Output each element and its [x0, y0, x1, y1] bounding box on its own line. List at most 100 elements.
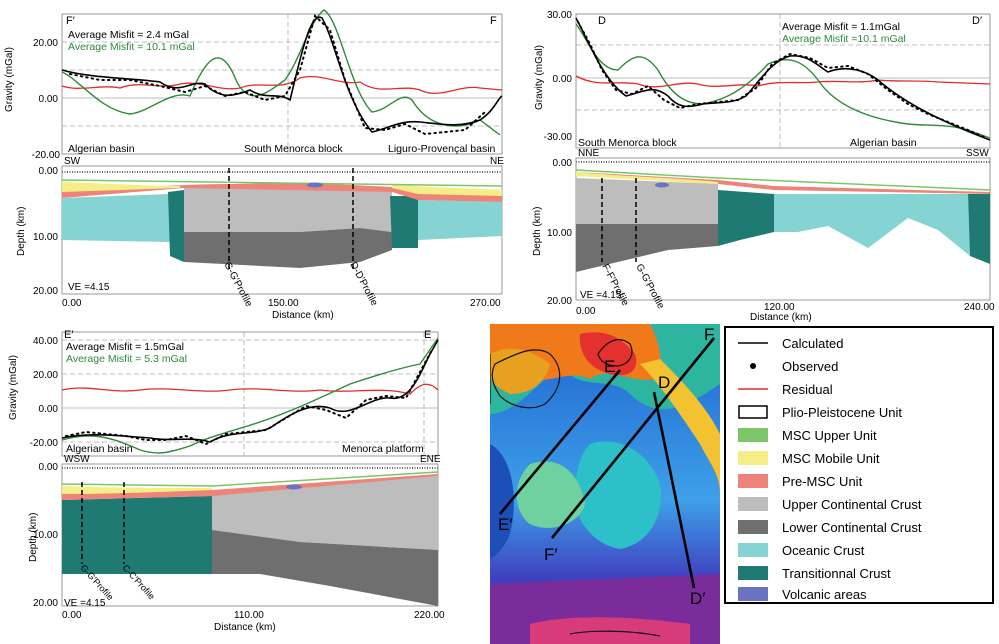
upper-continental-crust	[184, 188, 392, 232]
depth-tick: 20.00	[33, 286, 58, 297]
pre-msc-swatch	[738, 474, 768, 488]
legend-item: Transitionnal Crust	[726, 562, 992, 584]
misfit-green: Average Misfit = 10.1 mGal	[68, 41, 195, 53]
crossing-profile-label: D-D′Profile	[347, 260, 379, 308]
legend-item: Oceanic Crust	[726, 539, 992, 561]
msc-upper-unit	[61, 179, 503, 187]
distance-tick: 120.00	[764, 302, 795, 313]
gravity-plot-frame	[61, 331, 439, 457]
legend-item: Observed	[726, 355, 992, 377]
transitional-crust-left	[168, 190, 184, 262]
upper-continental-swatch	[738, 497, 768, 511]
legend-label: Oceanic Crust	[782, 542, 865, 558]
lower-continental-swatch	[738, 520, 768, 534]
legend-label: Residual	[782, 381, 833, 397]
distance-tick: 0.00	[62, 298, 82, 309]
region-label: Menorca platform	[342, 443, 424, 455]
gravity-tick: 20.00	[33, 38, 58, 49]
legend-item: MSC Upper Unit	[726, 424, 992, 446]
legend-item: Lower Continental Crust	[726, 516, 992, 538]
misfit-green: Average Misfit =10.1 mGal	[782, 33, 906, 45]
msc-upper-unit	[575, 169, 991, 191]
depth-tick: 0.00	[553, 158, 573, 169]
residual-line-symbol	[738, 388, 768, 390]
upper-continental-crust	[212, 476, 438, 550]
observed-points	[577, 21, 987, 139]
plio-pleistocene-swatch	[738, 405, 768, 419]
map-label-d: D	[658, 373, 670, 392]
transitional-crust-swatch	[738, 566, 768, 580]
depth-axis-label: Depth (km)	[28, 513, 39, 562]
gravity-plot-frame	[575, 13, 991, 149]
observed-points	[65, 349, 433, 446]
calculated-curve	[575, 17, 991, 141]
distance-tick: 110.00	[234, 610, 264, 621]
legend-label: Volcanic areas	[782, 586, 867, 602]
depth-tick: 20.00	[33, 598, 58, 609]
misfit-calculated: Average Misfit = 1.5mGal	[66, 341, 184, 353]
map-label-e-prime: E′	[498, 515, 513, 534]
region-label: South Menorca block	[578, 137, 677, 149]
distance-axis-label: Distance (km)	[272, 310, 334, 321]
distance-tick: 150.00	[268, 298, 299, 309]
direction-left: WSW	[64, 454, 90, 465]
depth-tick: 10.00	[33, 232, 58, 243]
vertical-exaggeration: VE =4.15	[64, 598, 106, 609]
pre-msc-unit	[576, 172, 990, 194]
oceanic-crust-left	[62, 194, 170, 242]
gravity-tick: 20.00	[33, 370, 58, 381]
profile-end-right: E	[424, 329, 431, 341]
transitional-crust	[718, 190, 774, 246]
transitional-crust	[62, 496, 212, 574]
calculated-line-symbol	[738, 342, 768, 344]
legend-item: Upper Continental Crust	[726, 493, 992, 515]
green-curve	[61, 337, 439, 454]
profile-end-left: E′	[64, 329, 73, 341]
gravity-tick: 0.00	[39, 404, 59, 415]
legend-item: MSC Mobile Unit	[726, 447, 992, 469]
profile-line-f	[550, 337, 716, 539]
lower-continental-crust	[212, 530, 438, 606]
residual-curve	[61, 383, 439, 395]
profile-end-left: F′	[66, 15, 75, 27]
msc-mobile-unit	[576, 172, 718, 184]
oceanic-crust	[774, 194, 970, 256]
legend-label: Transitionnal Crust	[782, 565, 891, 581]
green-curve	[61, 9, 501, 136]
depth-axis-label: Depth (km)	[532, 207, 543, 256]
profile-e-panel: E′ E Average Misfit = 1.5mGal Average Mi…	[8, 329, 445, 633]
map-label-f: F	[704, 325, 714, 344]
profile-f-panel: F′ F Average Misfit = 2.4 mGal Average M…	[4, 9, 504, 321]
vertical-exaggeration: VE =4.15	[68, 282, 110, 293]
oceanic-crust-swatch	[738, 543, 768, 557]
distance-tick: 220.00	[414, 610, 445, 621]
profile-end-left: D	[598, 15, 606, 27]
calculated-curve	[61, 16, 503, 133]
direction-right: NE	[490, 156, 504, 167]
pre-msc-unit	[62, 474, 438, 500]
region-label: Liguro-Provençal basin	[388, 143, 496, 155]
map-label-f-prime: F′	[544, 545, 558, 564]
crossing-profile-label: G-G′Profile	[221, 260, 254, 309]
distance-tick: 0.00	[576, 306, 596, 317]
transitional-crust-right	[390, 196, 418, 248]
depth-axis-label: Depth (km)	[16, 207, 27, 256]
legend-item: Pre-MSC Unit	[726, 470, 992, 492]
legend-label: Observed	[782, 358, 839, 374]
legend: Calculated Observed Residual Plio-Pleist…	[724, 326, 994, 604]
legend-item: Volcanic areas	[726, 583, 992, 605]
legend-label: Lower Continental Crust	[782, 519, 922, 535]
legend-label: Pre-MSC Unit	[782, 473, 863, 489]
gravity-tick: 30.00	[547, 10, 572, 21]
direction-right: SSW	[966, 148, 989, 159]
msc-mobile-unit	[62, 486, 212, 494]
legend-item: Residual	[726, 378, 992, 400]
legend-label: Upper Continental Crust	[782, 496, 922, 512]
distance-axis-label: Distance (km)	[214, 622, 276, 633]
misfit-calculated: Average Misfit = 2.4 mGal	[68, 29, 189, 41]
gravity-tick: 0.00	[553, 74, 573, 85]
region-label: Algerian basin	[66, 443, 133, 455]
gravity-axis-label: Gravity (mGal)	[4, 47, 15, 112]
depth-tick: 20.00	[547, 296, 572, 307]
lower-continental-crust	[184, 228, 392, 268]
